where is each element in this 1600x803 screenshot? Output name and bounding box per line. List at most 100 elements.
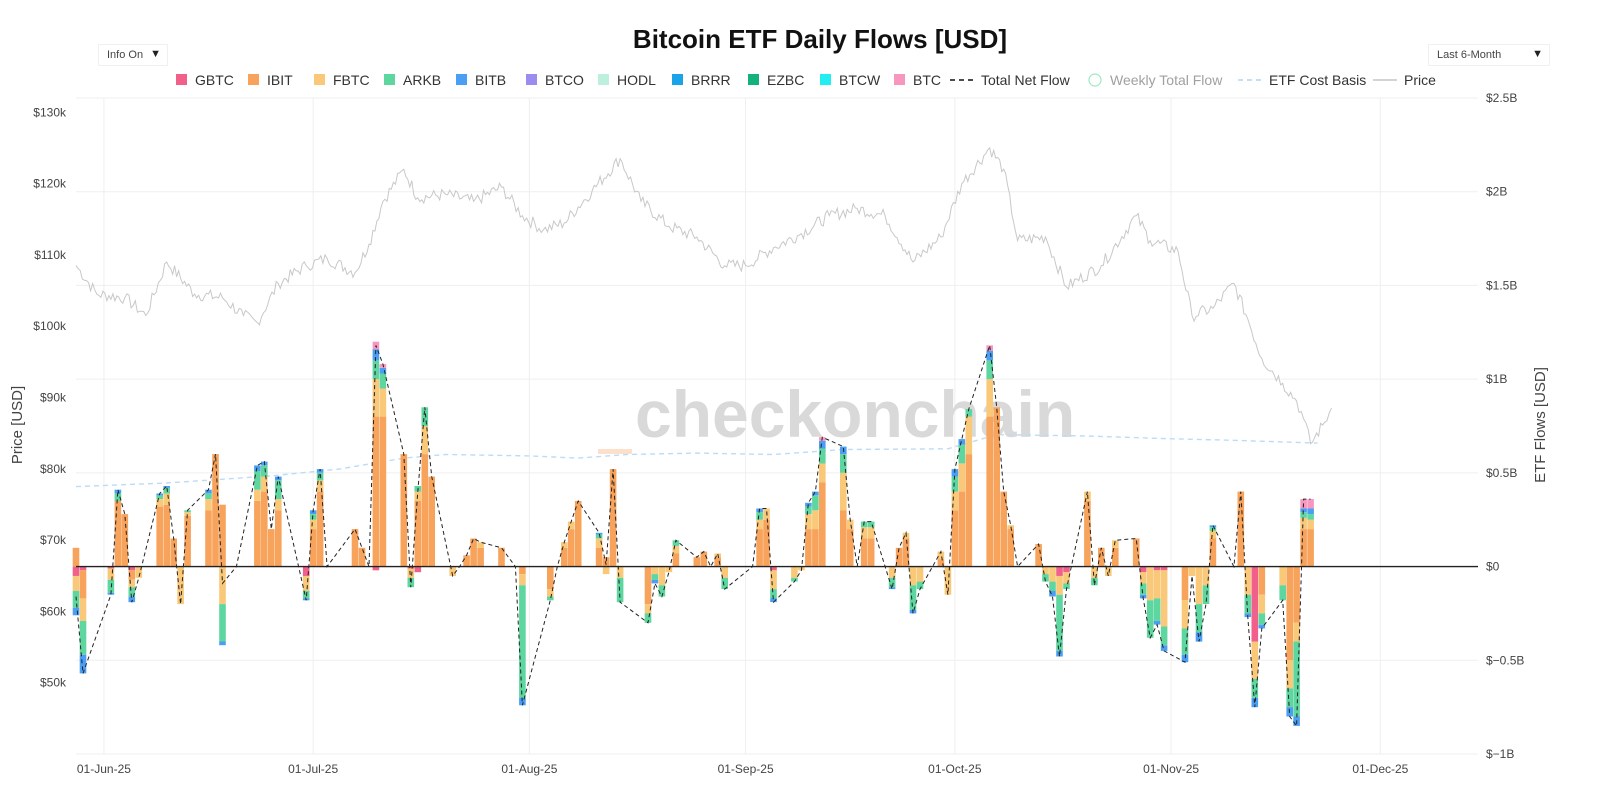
legend-marker-arkb: [384, 74, 395, 85]
flow-bar-fbtc: [561, 542, 568, 548]
flow-bar-ibit: [805, 529, 812, 567]
flow-bar-arkb: [867, 521, 875, 528]
flow-bar-fbtc: [665, 566, 673, 573]
flow-bar-fbtc: [805, 514, 812, 530]
flow-bar-fbtc: [184, 512, 191, 516]
legend-label: FBTC: [333, 72, 370, 88]
flow-bar-bitb: [1300, 508, 1307, 513]
flow-bar-fbtc: [477, 542, 484, 548]
flow-bar-arkb: [309, 514, 317, 520]
flow-bar-arkb: [519, 585, 526, 698]
cost-basis-line: [75, 433, 1318, 488]
flow-bar-fbtc: [846, 519, 854, 530]
legend-label: IBIT: [267, 72, 293, 88]
legend-marker-bitb: [456, 74, 467, 85]
flow-bar-ibit: [1132, 538, 1140, 567]
flow-bar-bitb: [219, 641, 226, 646]
flow-bar-gbtc: [1063, 566, 1070, 573]
flow-bar-arkb: [1146, 600, 1154, 638]
flow-bar-ibit: [400, 454, 408, 567]
legend-label: ETF Cost Basis: [1269, 72, 1366, 88]
flow-bar-arkb: [163, 487, 170, 494]
x-tick-label: 01-Sep-25: [718, 762, 774, 776]
y-left-tick-label: $70k: [40, 533, 67, 547]
flow-bar-bitb: [372, 349, 380, 361]
flow-bar-ibit: [840, 510, 847, 567]
flow-bar-bitb: [1049, 590, 1056, 597]
flow-bar-ibit: [170, 538, 177, 567]
flow-bar-bitb: [254, 465, 261, 471]
flow-bar-arkb: [791, 577, 798, 582]
y-right-tick-label: $0: [1486, 560, 1500, 574]
flow-bar-ibit: [309, 529, 317, 567]
flow-bar-ibit: [205, 510, 212, 567]
flow-bar-gbtc: [79, 566, 87, 571]
flow-bar-bitb: [770, 598, 777, 603]
flow-bar-ibit: [1293, 566, 1300, 623]
legend-marker-ibit: [248, 74, 259, 85]
flow-bar-fbtc: [916, 566, 924, 582]
flow-bar-ibit: [574, 501, 582, 567]
chevron-down-icon: ▼: [150, 48, 161, 60]
flow-bar-fbtc: [937, 551, 945, 560]
flow-bar-fbtc: [372, 379, 380, 417]
legend-label: BRRR: [691, 72, 731, 88]
flow-bar-bitb: [651, 579, 659, 584]
flow-bar-fbtc: [547, 589, 554, 597]
flow-bar-ibit: [184, 516, 191, 567]
flow-bar-ibit: [937, 559, 945, 567]
flow-bar-ibit: [1007, 529, 1014, 567]
flow-bar-fbtc: [1258, 594, 1266, 614]
flow-bar-fbtc: [721, 566, 728, 578]
x-tick-label: 01-Jul-25: [288, 762, 338, 776]
range-select-dropdown[interactable]: Last 6-Month ▼: [1428, 44, 1550, 66]
flow-bar-fbtc: [1056, 575, 1063, 595]
flow-bar-ibit: [1209, 538, 1217, 567]
flow-bar-arkb: [156, 495, 163, 499]
flow-bar-gbtc: [372, 566, 380, 571]
flow-bar-ibit: [895, 547, 903, 567]
flow-bar-ibit: [1258, 566, 1266, 595]
flow-bar-fbtc: [177, 566, 184, 605]
flow-bar-bitb: [114, 489, 122, 494]
legend-marker-gbtc: [176, 74, 187, 85]
flow-bar-arkb: [1063, 583, 1070, 589]
flow-bar-bitb: [951, 469, 959, 477]
flow-bar-ibit: [358, 547, 366, 567]
flow-bar-arkb: [909, 585, 917, 610]
flow-bar-arkb: [958, 444, 966, 464]
flow-bar-arkb: [128, 587, 136, 597]
flow-bar-fbtc: [72, 575, 80, 591]
flow-bar-arkb: [840, 454, 847, 473]
flow-bar-ibit: [756, 529, 763, 567]
flow-bar-arkb: [672, 540, 680, 546]
flow-bar-fbtc: [519, 574, 526, 586]
flow-bar-fbtc: [1202, 566, 1210, 586]
y-label-left: Price [USD]: [9, 386, 26, 464]
flow-bar-fbtc: [986, 379, 993, 417]
flow-bar-fbtc: [658, 566, 666, 586]
flow-bar-ibit: [714, 557, 721, 567]
flow-bar-arkb: [1258, 613, 1266, 625]
flow-bar-ibit: [261, 491, 268, 567]
flow-bar-gbtc: [1153, 566, 1161, 571]
flow-bar-ibit: [428, 476, 435, 567]
flow-bar-fbtc: [1042, 566, 1049, 575]
flow-bar-fbtc: [421, 426, 429, 455]
flow-bar-arkb: [1286, 688, 1293, 708]
flow-bar-ibit: [1286, 566, 1293, 661]
flow-bar-arkb: [819, 448, 826, 464]
flow-bar-arkb: [1056, 594, 1063, 651]
flow-bar-gbtc: [1056, 566, 1063, 576]
flow-bar-bitb: [812, 491, 819, 496]
flow-bar-ibit: [470, 538, 477, 567]
flow-bar-bitb: [819, 441, 826, 449]
price-line: [75, 146, 1332, 445]
x-tick-label: 01-Nov-25: [1143, 762, 1199, 776]
flow-bar-arkb: [721, 577, 728, 589]
flow-bar-fbtc: [205, 499, 212, 511]
flow-bar-fbtc: [1153, 570, 1161, 599]
flow-bar-ibit: [421, 454, 429, 567]
info-toggle-dropdown[interactable]: Info On ▼: [98, 44, 168, 66]
